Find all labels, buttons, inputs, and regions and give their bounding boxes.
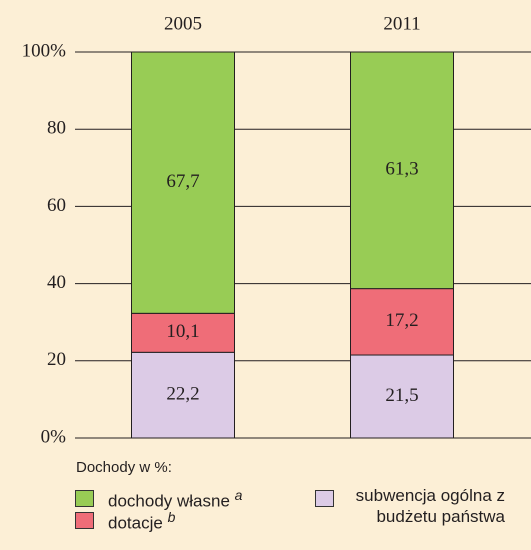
y-tick-label: 0% <box>41 426 67 447</box>
legend-note: b <box>167 509 176 525</box>
y-tick-label: 60 <box>47 195 66 216</box>
data-label: 17,2 <box>385 310 418 331</box>
y-tick-label: 80 <box>47 118 66 139</box>
bar-segment <box>131 351 235 439</box>
bar-segment <box>350 288 454 356</box>
legend-entry: subwencja ogólna z budżetu państwa <box>355 485 505 527</box>
legend-label: dotacje <box>108 513 163 533</box>
bar-segment <box>350 51 454 290</box>
legend-note: a <box>234 487 243 503</box>
bar-segment <box>131 51 235 314</box>
legend-swatch <box>315 490 334 507</box>
legend-entry: dochody własne a <box>108 485 308 512</box>
data-label: 61,3 <box>385 159 418 180</box>
legend-swatch <box>75 512 94 529</box>
data-label: 21,5 <box>385 385 418 406</box>
legend-label: subwencja ogólna z budżetu państwa <box>355 486 505 526</box>
y-tick-label: 20 <box>47 349 66 370</box>
data-label: 10,1 <box>166 321 199 342</box>
data-label: 67,7 <box>166 171 199 192</box>
legend-label: dochody własne <box>108 491 230 511</box>
data-label: 22,2 <box>166 384 199 405</box>
legend-swatch <box>75 490 94 507</box>
legend-title: Dochody w %: <box>76 459 172 476</box>
bar-segment <box>131 312 235 353</box>
x-tick-label: 2011 <box>383 13 420 34</box>
y-tick-label: 100% <box>22 40 67 61</box>
y-tick-label: 40 <box>47 272 66 293</box>
legend-entry: dotacje b <box>108 507 308 534</box>
bar-segment <box>350 354 454 439</box>
x-tick-label: 2005 <box>164 13 202 34</box>
